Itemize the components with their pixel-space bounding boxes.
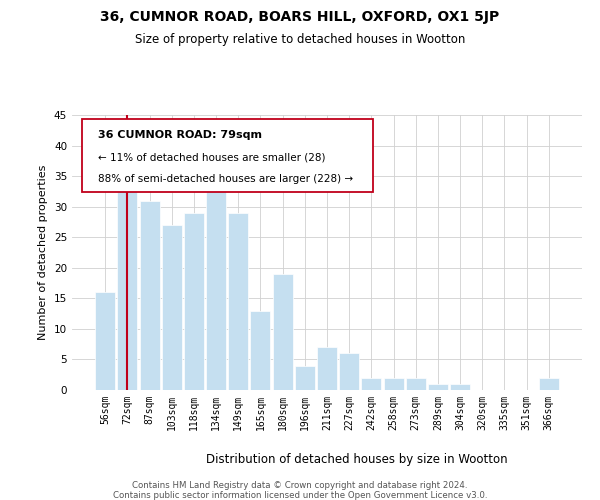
- Text: Distribution of detached houses by size in Wootton: Distribution of detached houses by size …: [206, 452, 508, 466]
- Bar: [383, 378, 404, 390]
- Bar: [206, 188, 226, 390]
- Bar: [361, 378, 382, 390]
- FancyBboxPatch shape: [82, 119, 373, 192]
- Text: 36, CUMNOR ROAD, BOARS HILL, OXFORD, OX1 5JP: 36, CUMNOR ROAD, BOARS HILL, OXFORD, OX1…: [100, 10, 500, 24]
- Text: 88% of semi-detached houses are larger (228) →: 88% of semi-detached houses are larger (…: [97, 174, 353, 184]
- Bar: [406, 378, 426, 390]
- Bar: [317, 347, 337, 390]
- Text: ← 11% of detached houses are smaller (28): ← 11% of detached houses are smaller (28…: [97, 152, 325, 162]
- Bar: [184, 213, 204, 390]
- Bar: [162, 225, 182, 390]
- Bar: [339, 354, 359, 390]
- Y-axis label: Number of detached properties: Number of detached properties: [38, 165, 49, 340]
- Bar: [450, 384, 470, 390]
- Text: Size of property relative to detached houses in Wootton: Size of property relative to detached ho…: [135, 32, 465, 46]
- Bar: [539, 378, 559, 390]
- Bar: [118, 170, 137, 390]
- Text: Contains public sector information licensed under the Open Government Licence v3: Contains public sector information licen…: [113, 491, 487, 500]
- Bar: [140, 200, 160, 390]
- Text: Contains HM Land Registry data © Crown copyright and database right 2024.: Contains HM Land Registry data © Crown c…: [132, 481, 468, 490]
- Bar: [272, 274, 293, 390]
- Bar: [295, 366, 315, 390]
- Text: 36 CUMNOR ROAD: 79sqm: 36 CUMNOR ROAD: 79sqm: [97, 130, 262, 140]
- Bar: [428, 384, 448, 390]
- Bar: [228, 213, 248, 390]
- Bar: [95, 292, 115, 390]
- Bar: [250, 310, 271, 390]
